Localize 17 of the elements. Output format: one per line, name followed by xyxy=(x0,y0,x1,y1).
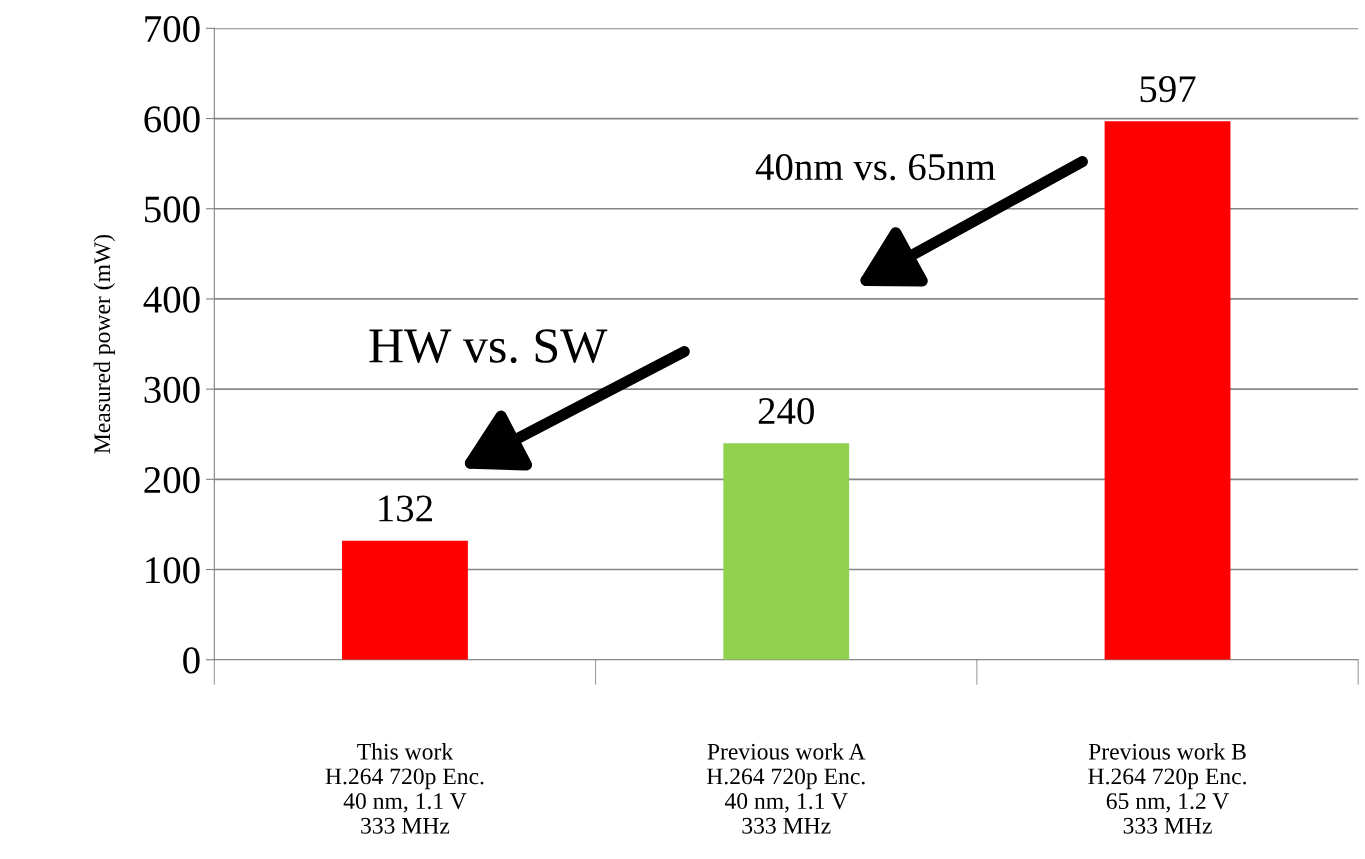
y-tick-label: 0 xyxy=(183,647,200,674)
y-tick-label: 100 xyxy=(146,557,200,584)
annotation: HW vs. SW xyxy=(369,329,608,364)
y-tick-label: 400 xyxy=(143,286,200,313)
y-tick-label: 700 xyxy=(145,15,200,43)
x-tick-label: Previous work B H.264 720p Enc. 65 nm, 1.2 V 333 MHz xyxy=(1088,743,1246,834)
y-tick-label: 300 xyxy=(144,376,200,403)
y-tick-label: 500 xyxy=(145,196,200,223)
y-tick-label: 600 xyxy=(144,106,200,133)
data-label: 597 xyxy=(1140,76,1196,103)
x-tick-label: Previous work A H.264 720p Enc. 40 nm, 1.1 V 333 MHz xyxy=(706,743,866,834)
y-axis-title: Measured power (mW) xyxy=(93,234,115,454)
data-label: 132 xyxy=(379,495,432,522)
annotation: 40nm vs. 65nm xyxy=(755,153,996,181)
data-label: 240 xyxy=(758,397,814,425)
y-tick-label: 200 xyxy=(144,466,200,494)
x-tick-label: This work H.264 720p Enc. 40 nm, 1.1 V 333 MHz xyxy=(325,743,484,834)
